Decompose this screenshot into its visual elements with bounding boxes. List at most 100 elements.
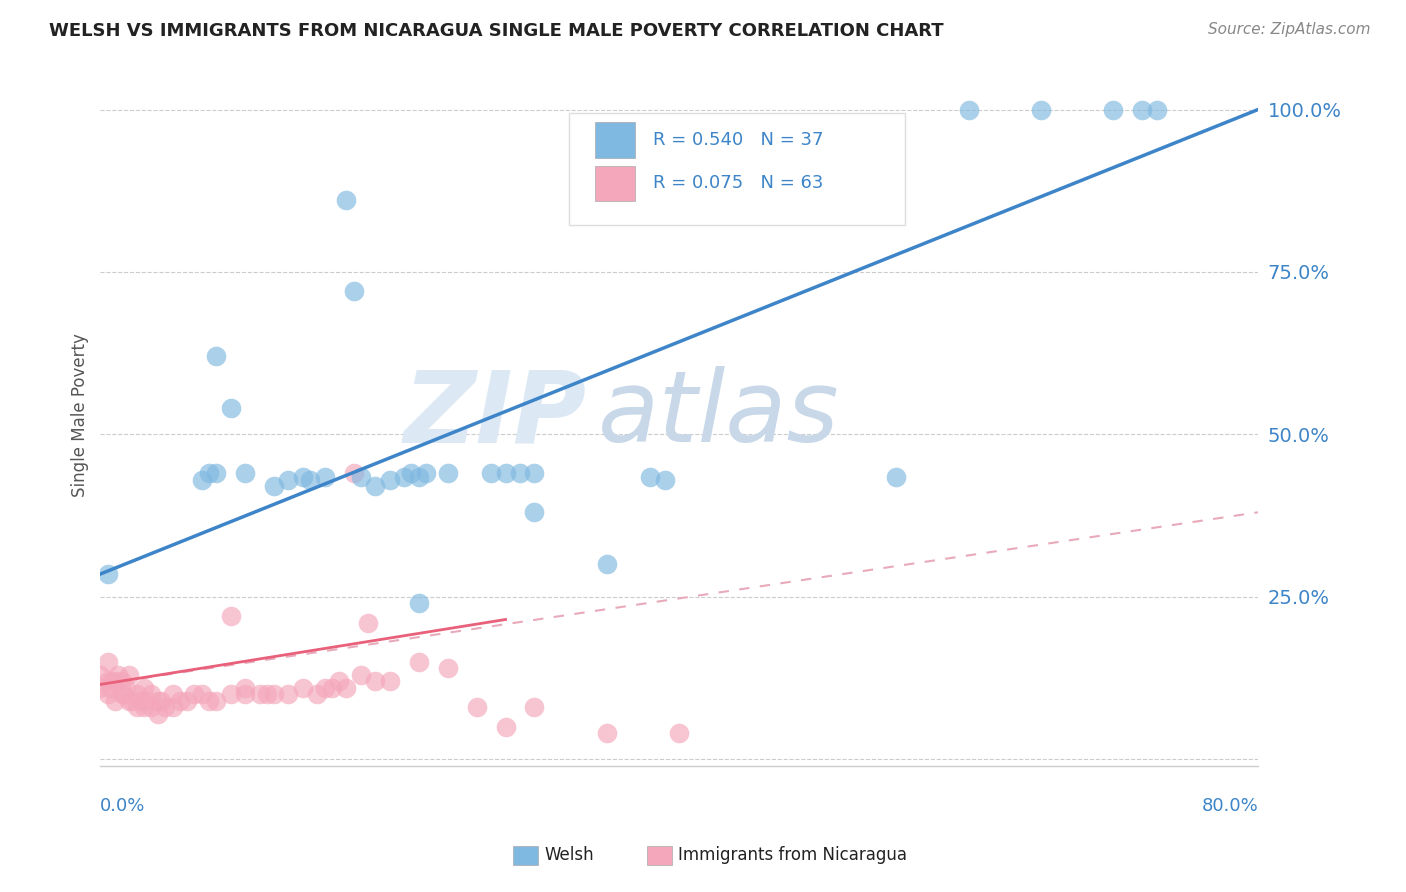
Point [314, 469, 336, 483]
Point [321, 681, 343, 695]
Point [1029, 103, 1052, 117]
Point [378, 674, 401, 689]
Point [465, 700, 488, 714]
Point [668, 726, 690, 740]
Point [176, 694, 198, 708]
Point [394, 469, 416, 483]
Bar [595, 166, 636, 201]
Point [495, 467, 517, 481]
Point [162, 700, 184, 714]
FancyBboxPatch shape [569, 113, 905, 226]
Point [957, 103, 980, 117]
Point [638, 469, 661, 483]
Text: atlas: atlas [598, 367, 839, 463]
Point [408, 655, 430, 669]
Point [198, 694, 221, 708]
Point [291, 681, 314, 695]
Point [415, 467, 437, 481]
Point [100, 681, 122, 695]
Text: 0.0%: 0.0% [100, 797, 146, 815]
Point [104, 694, 127, 708]
Text: 80.0%: 80.0% [1201, 797, 1258, 815]
Point [596, 726, 619, 740]
Point [307, 687, 329, 701]
Point [169, 694, 191, 708]
Point [263, 479, 285, 493]
Point [299, 473, 322, 487]
Point [190, 687, 212, 701]
Point [89, 681, 111, 695]
Point [314, 681, 336, 695]
Point [150, 694, 173, 708]
Point [350, 469, 373, 483]
Point [596, 558, 619, 572]
Point [523, 467, 546, 481]
Point [118, 694, 141, 708]
Point [89, 667, 111, 681]
Text: R = 0.075   N = 63: R = 0.075 N = 63 [652, 174, 823, 192]
Point [139, 700, 162, 714]
Point [357, 615, 380, 630]
Point [129, 694, 152, 708]
Y-axis label: Single Male Poverty: Single Male Poverty [72, 333, 89, 497]
Point [364, 479, 387, 493]
Point [256, 687, 278, 701]
Point [479, 467, 502, 481]
Point [495, 720, 517, 734]
Point [1146, 103, 1168, 117]
Text: ZIP: ZIP [404, 367, 586, 463]
Point [118, 667, 141, 681]
Point [205, 350, 228, 364]
Point [205, 467, 228, 481]
Point [148, 706, 170, 721]
Point [408, 469, 430, 483]
Point [436, 467, 458, 481]
Point [155, 700, 177, 714]
Point [884, 469, 907, 483]
Bar [595, 122, 636, 158]
Point [342, 467, 364, 481]
Point [97, 674, 120, 689]
Point [162, 687, 184, 701]
Point [277, 473, 299, 487]
Point [654, 473, 676, 487]
Point [335, 194, 357, 208]
Point [401, 467, 423, 481]
Point [190, 473, 212, 487]
Point [523, 700, 546, 714]
Point [219, 401, 242, 416]
Point [233, 467, 256, 481]
Text: Welsh: Welsh [544, 847, 593, 864]
Point [115, 681, 138, 695]
Point [328, 674, 350, 689]
Text: WELSH VS IMMIGRANTS FROM NICARAGUA SINGLE MALE POVERTY CORRELATION CHART: WELSH VS IMMIGRANTS FROM NICARAGUA SINGL… [49, 22, 943, 40]
Text: Source: ZipAtlas.com: Source: ZipAtlas.com [1208, 22, 1371, 37]
Point [263, 687, 285, 701]
Point [378, 473, 401, 487]
Point [135, 694, 157, 708]
Point [121, 694, 143, 708]
Point [219, 687, 242, 701]
Point [436, 661, 458, 675]
Point [125, 687, 148, 701]
Point [249, 687, 271, 701]
Point [233, 687, 256, 701]
Point [364, 674, 387, 689]
Point [277, 687, 299, 701]
Point [101, 674, 124, 689]
Point [111, 674, 134, 689]
Point [342, 285, 364, 299]
Point [205, 694, 228, 708]
Point [132, 681, 155, 695]
Point [509, 467, 531, 481]
Point [104, 674, 127, 689]
Point [112, 687, 135, 701]
Point [1130, 103, 1153, 117]
Text: R = 0.540   N = 37: R = 0.540 N = 37 [652, 131, 823, 149]
Point [125, 700, 148, 714]
Point [139, 687, 162, 701]
Point [198, 467, 221, 481]
Point [97, 655, 120, 669]
Point [350, 667, 373, 681]
Point [1102, 103, 1125, 117]
